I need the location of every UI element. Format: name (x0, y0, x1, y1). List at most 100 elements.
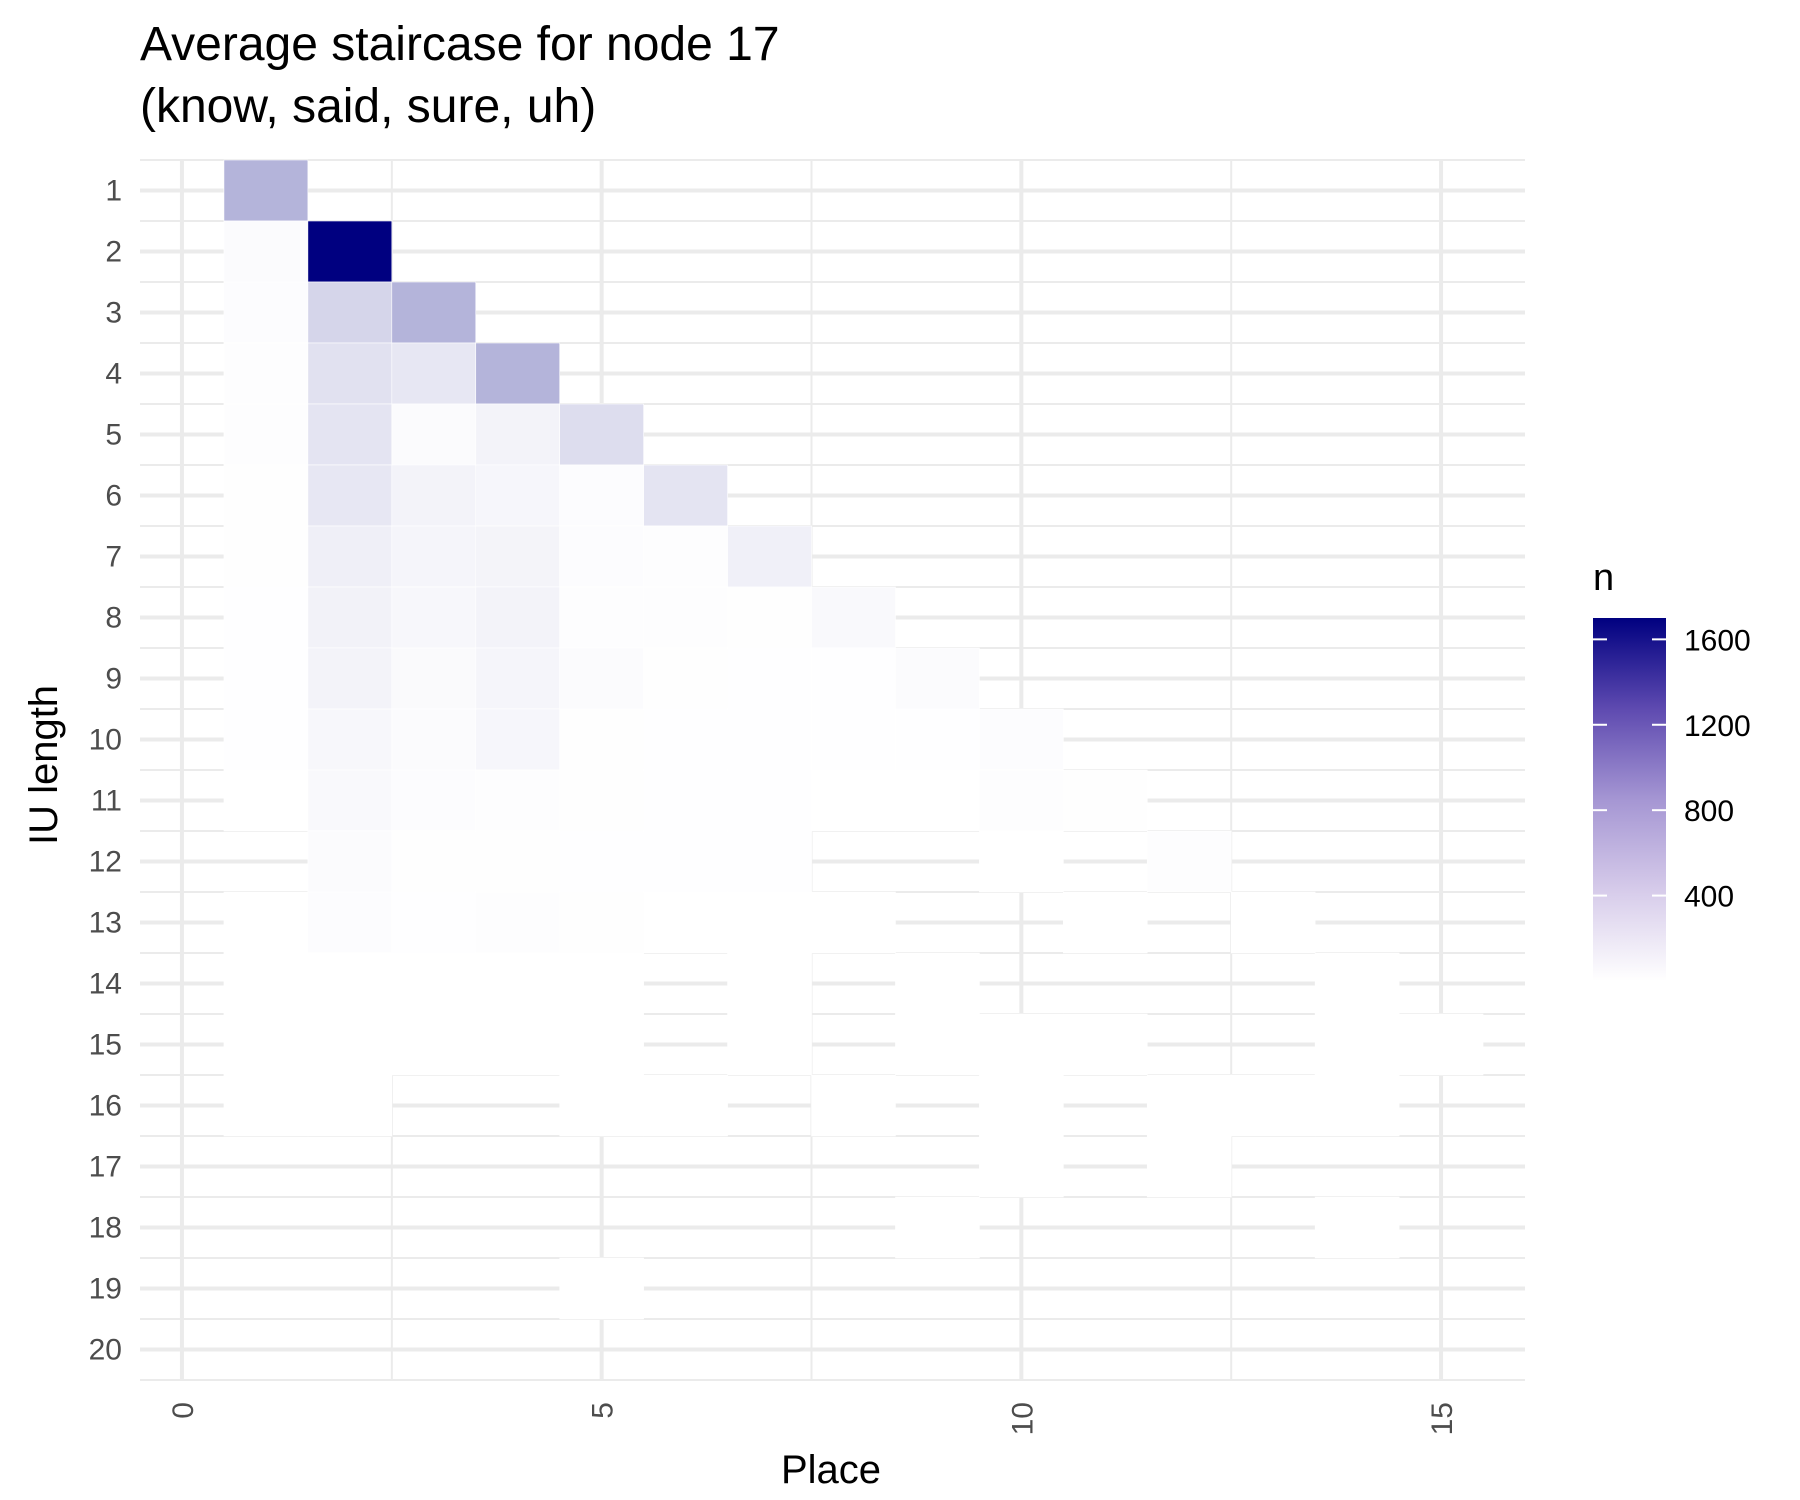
heatmap-cell (643, 1074, 728, 1137)
heatmap-cell (979, 1074, 1064, 1137)
x-tick-label: 15 (1426, 1402, 1459, 1435)
heatmap-cell (727, 647, 812, 710)
y-tick-label: 17 (89, 1151, 122, 1184)
heatmap-cell (559, 403, 644, 466)
legend-colorbar (1593, 618, 1666, 981)
heatmap-cell (727, 525, 812, 588)
heatmap-cell (391, 769, 477, 832)
heatmap-cell (895, 708, 980, 771)
heatmap-cell (391, 708, 477, 771)
heatmap-cell (559, 586, 644, 649)
heatmap-cell (475, 952, 560, 1015)
x-tick-label: 0 (167, 1402, 200, 1419)
heatmap-cell (643, 586, 728, 649)
heatmap-cell (1314, 952, 1400, 1015)
legend-title: n (1593, 557, 1614, 599)
x-axis-ticks: 0 5 10 15 (167, 1402, 1459, 1435)
heatmap-cell (391, 403, 477, 466)
heatmap-cell (1230, 1074, 1316, 1137)
heatmap-cell (223, 769, 309, 832)
x-axis-title: Place (781, 1448, 881, 1492)
legend-tick-label: 1600 (1684, 624, 1751, 657)
y-tick-label: 11 (91, 785, 122, 818)
heatmap-cell (559, 708, 644, 771)
heatmap-cell (475, 769, 560, 832)
y-tick-label: 10 (89, 724, 122, 757)
y-tick-label: 14 (89, 968, 122, 1001)
heatmap-cell (811, 1074, 896, 1137)
heatmap-cell (223, 403, 309, 466)
y-tick-label: 3 (105, 297, 122, 330)
heatmap-cell (391, 464, 477, 527)
heatmap-cell (307, 342, 393, 405)
heatmap-cell (223, 220, 309, 283)
heatmap-cell (475, 464, 560, 527)
heatmap-cell (559, 952, 644, 1015)
heatmap-cell (895, 769, 980, 832)
heatmap-cell (727, 586, 812, 649)
heatmap-cell (559, 769, 644, 832)
heatmap-cell (895, 1196, 980, 1259)
y-tick-label: 6 (105, 480, 122, 513)
heatmap-cell (391, 342, 477, 405)
heatmap-cell (811, 586, 896, 649)
heatmap-cell (391, 1013, 477, 1076)
heatmap-cell (475, 1013, 560, 1076)
heatmap-cell (223, 281, 309, 344)
heatmap-cell (475, 830, 560, 893)
heatmap-cell (1314, 1013, 1400, 1076)
x-tick-label: 5 (587, 1402, 620, 1419)
heatmap-cell (307, 220, 393, 283)
heatmap-cell (727, 708, 812, 771)
heatmap-cell (559, 891, 644, 954)
heatmap-cell (223, 159, 309, 222)
y-tick-label: 13 (89, 907, 122, 940)
heatmap-cell (475, 586, 560, 649)
y-tick-label: 5 (105, 419, 122, 452)
y-tick-label: 4 (105, 358, 122, 391)
heatmap-cell (223, 1074, 309, 1137)
y-tick-label: 16 (89, 1090, 122, 1123)
heatmap-cell (643, 647, 728, 710)
heatmap-cell (979, 1013, 1064, 1076)
heatmap-cell (475, 342, 560, 405)
y-tick-label: 15 (89, 1029, 122, 1062)
heatmap-cell (643, 708, 728, 771)
heatmap-cell (223, 586, 309, 649)
legend-tick-label: 400 (1684, 881, 1734, 914)
heatmap-cell (643, 769, 728, 832)
y-tick-label: 1 (105, 175, 122, 208)
heatmap-cell (391, 647, 477, 710)
heatmap-cell (1063, 769, 1148, 832)
heatmap-cell (391, 830, 477, 893)
heatmap-cell (979, 1135, 1064, 1198)
heatmap-cell (223, 342, 309, 405)
heatmap-cell (559, 1257, 644, 1320)
heatmap-cell (895, 952, 980, 1015)
legend-ticks: 400 800 1200 1600 (1593, 624, 1751, 914)
heatmap-cell (1146, 1074, 1232, 1137)
heatmap-cell (1063, 1013, 1148, 1076)
chart-title-line-1: Average staircase for node 17 (140, 18, 780, 71)
heatmap-cell (307, 647, 393, 710)
heatmap-cell (475, 891, 560, 954)
heatmap-cell (223, 464, 309, 527)
y-tick-label: 12 (89, 846, 122, 879)
heatmap-cell (223, 1013, 309, 1076)
heatmap-cell (307, 830, 393, 893)
heatmap-cell (307, 464, 393, 527)
legend-tick-label: 800 (1684, 795, 1734, 828)
heatmap-cell (391, 525, 477, 588)
heatmap-cell (811, 647, 896, 710)
heatmap-cell (559, 1013, 644, 1076)
y-axis-title: IU length (22, 685, 66, 845)
heatmap-cell (895, 647, 980, 710)
y-tick-label: 20 (89, 1334, 122, 1367)
heatmap-cell (979, 708, 1064, 771)
heatmap-cell (475, 647, 560, 710)
heatmap-cell (307, 1013, 393, 1076)
heatmap-cell (391, 952, 477, 1015)
heatmap-cell (223, 525, 309, 588)
